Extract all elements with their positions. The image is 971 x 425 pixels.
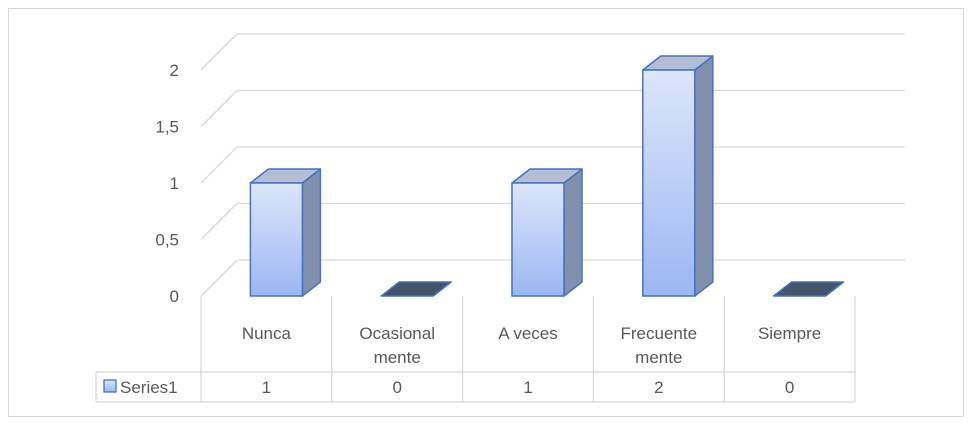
- category-label: mente: [374, 348, 421, 367]
- y-tick-label: 2: [170, 61, 179, 80]
- bar: [772, 281, 845, 297]
- gridline-depth: [200, 259, 238, 297]
- y-tick-label: 0: [170, 287, 179, 306]
- bars: [249, 55, 845, 297]
- bar: [511, 168, 583, 297]
- gridline-depth: [200, 90, 238, 127]
- gridline-depth: [200, 203, 238, 240]
- category-label: A veces: [498, 324, 558, 343]
- data-table-value: 2: [654, 378, 663, 397]
- data-table: Nunca Ocasional mente A veces Frecuente mente…: [95, 296, 856, 403]
- data-table-value: 1: [523, 378, 532, 397]
- category-label: Ocasional: [359, 324, 435, 343]
- legend-series-name: Series1: [120, 378, 178, 397]
- category-label: Nunca: [242, 324, 292, 343]
- gridline-depth: [200, 33, 238, 71]
- y-tick-label: 0,5: [155, 231, 179, 250]
- y-tick-label: 1: [170, 174, 179, 193]
- y-tick-label: 1,5: [155, 118, 179, 137]
- bar: [380, 281, 452, 297]
- data-table-value: 0: [392, 378, 401, 397]
- category-label: Siempre: [758, 324, 821, 343]
- chart-canvas: 0 0,5 1 1,5 2 Nunca Ocasional mente A veces Frec…: [95, 33, 905, 403]
- data-table-value: 1: [262, 378, 271, 397]
- legend-swatch: [103, 379, 117, 393]
- bar: [642, 55, 714, 297]
- chart-frame: 0 0,5 1 1,5 2 Nunca Ocasional mente A veces Frec…: [8, 8, 964, 417]
- category-label: mente: [635, 348, 682, 367]
- y-axis-tick-labels: 0 0,5 1 1,5 2: [155, 61, 179, 306]
- category-label: Frecuente: [621, 324, 698, 343]
- data-table-value: 0: [785, 378, 794, 397]
- bar: [249, 168, 322, 297]
- gridline-depth: [200, 146, 238, 184]
